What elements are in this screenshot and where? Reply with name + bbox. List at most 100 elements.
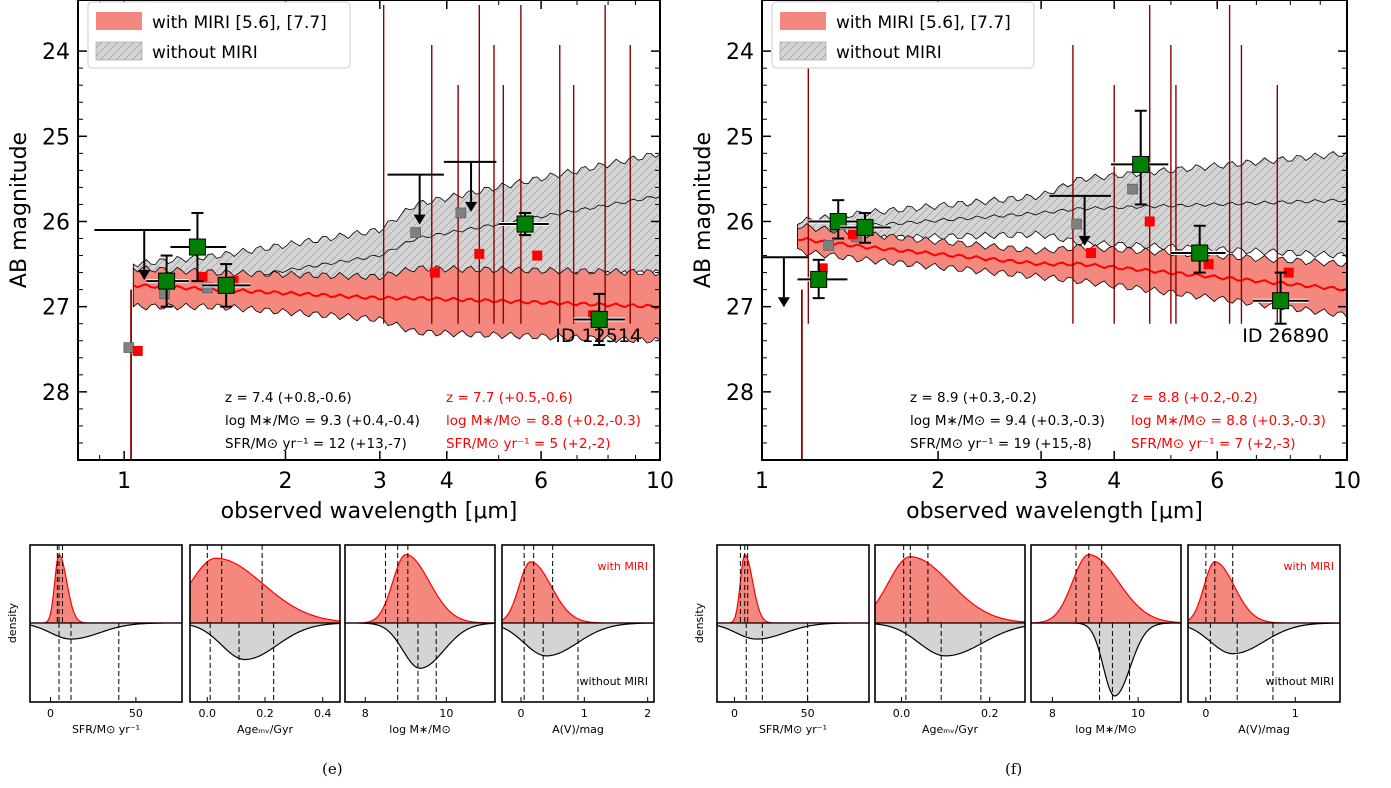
pdf-frame <box>874 544 1026 703</box>
pdf-xtick-label: 2 <box>644 707 651 720</box>
upper-limit-arrow <box>777 297 790 308</box>
observed-marker <box>810 270 828 288</box>
model-point-with-miri <box>817 263 828 274</box>
ytick-label: 27 <box>42 296 70 321</box>
upper-limit <box>443 160 497 212</box>
band-with-miri <box>132 265 660 344</box>
pdf-xtick-label: 0 <box>731 707 738 720</box>
sed-panel-f: 24 25 26 27 28 1 2 3 4 6 10 observed wavelength [μm… <box>691 0 1361 524</box>
upper-limit-arrow <box>138 270 151 280</box>
observed-point <box>146 254 189 308</box>
upper-limit-arrow <box>413 214 426 225</box>
pdf-without-miri <box>189 622 341 661</box>
y-axis-label: AB magnitude <box>691 132 716 288</box>
xtick-label: 2 <box>931 469 945 494</box>
observed-point <box>170 211 227 283</box>
pdf-with-miri <box>344 554 496 624</box>
pdf-x-axis-label: Ageₘᵥ/Gyr <box>922 723 978 736</box>
ytick-label: 28 <box>42 381 70 406</box>
pdf-with-miri <box>30 553 182 624</box>
pdf-panel: 0.0 0.2 0.4 Ageₘᵥ/Gyr <box>189 544 341 736</box>
observed-point <box>202 263 251 308</box>
pdf-frame <box>501 544 655 703</box>
legend-swatch-with <box>96 12 142 30</box>
pdf-x-axis-label: A(V)/mag <box>552 723 604 736</box>
pdf-x-axis-label: SFR/M⊙ yr⁻¹ <box>759 723 827 736</box>
pdf-x-axis-label: log M∗/M⊙ <box>1075 723 1136 736</box>
stat-without-miri: z = 8.9 (+0.3,-0.2) <box>910 390 1037 406</box>
legend-label-with: with MIRI [5.6], [7.7] <box>836 13 1011 33</box>
pdf-with-miri <box>189 557 341 624</box>
pdf-label-without-miri: without MIRI <box>1266 675 1334 688</box>
model-point-without-miri <box>202 282 213 294</box>
plot-area <box>762 5 1347 460</box>
pdf-with-miri <box>717 554 869 624</box>
pdf-frame <box>1187 544 1341 703</box>
legend-swatch-without <box>95 41 143 61</box>
pdf-xtick-label: 0 <box>518 707 525 720</box>
pdf-frame <box>716 544 870 703</box>
ytick-label: 25 <box>726 125 754 150</box>
object-id: ID 26890 <box>1242 325 1329 347</box>
model-point-with-miri <box>1085 248 1096 258</box>
observed-point <box>1111 109 1169 206</box>
ytick-label: 26 <box>42 210 70 235</box>
model-point-without-miri <box>455 207 467 219</box>
pdf-label-with-miri: with MIRI <box>598 560 648 573</box>
panel-label-f: (f) <box>1005 760 1023 778</box>
xtick-label: 3 <box>373 469 387 494</box>
pdf-panel: 0 1 2 A(V)/mag with MIRI without MIRI <box>501 544 655 736</box>
ytick-label: 27 <box>726 296 754 321</box>
pdf-x-axis-label: Ageₘᵥ/Gyr <box>237 723 293 736</box>
model-point-with-miri <box>847 229 858 240</box>
pdf-xtick-label: 0 <box>47 707 54 720</box>
pdf-y-axis-label: density <box>693 602 706 643</box>
observed-marker <box>1191 244 1209 262</box>
pdf-xtick-label: 50 <box>801 707 815 720</box>
legend-box <box>87 1 351 69</box>
pdf-without-miri <box>1031 622 1182 697</box>
pdf-xtick-label: 0 <box>1202 707 1209 720</box>
ytick-label: 24 <box>42 40 70 65</box>
pdf-x-axis-label: A(V)/mag <box>1238 723 1290 736</box>
pdf-without-miri <box>874 622 1026 657</box>
xtick-label: 10 <box>1333 469 1361 494</box>
pdf-xtick-label: 1 <box>1292 707 1299 720</box>
pdf-xtick-label: 1 <box>581 707 588 720</box>
pdf-frame <box>29 544 183 703</box>
observed-point <box>840 211 891 244</box>
stat-without-miri: SFR/M⊙ yr⁻¹ = 12 (+13,-7) <box>225 436 407 452</box>
observed-point <box>498 211 549 237</box>
stat-with-miri: SFR/M⊙ yr⁻¹ = 5 (+2,-2) <box>446 436 611 452</box>
model-point-without-miri <box>823 240 834 251</box>
observed-marker <box>217 276 235 294</box>
stat-with-miri: SFR/M⊙ yr⁻¹ = 7 (+2,-3) <box>1131 436 1296 452</box>
pdf-y-axis-label: density <box>6 602 19 643</box>
model-point-with-miri <box>1144 216 1155 227</box>
ytick-label: 25 <box>42 125 70 150</box>
legend-swatch-without <box>779 41 827 61</box>
pdf-panel: 0 50 SFR/M⊙ yr⁻¹ density <box>6 544 183 736</box>
upper-limit-arrow <box>465 201 478 212</box>
pdf-without-miri <box>344 622 496 669</box>
pdf-xtick-label: 0.4 <box>314 707 332 720</box>
stat-with-miri: log M∗/M⊙ = 8.8 (+0.2,-0.3) <box>446 413 641 429</box>
upper-limit <box>1049 194 1112 246</box>
stat-with-miri: z = 8.8 (+0.2,-0.2) <box>1131 390 1258 406</box>
legend: with MIRI [5.6], [7.7] without MIRI <box>771 1 1035 69</box>
pdf-panel: 8 10 log M∗/M⊙ <box>1030 544 1182 736</box>
sed-panel-e: 24 25 26 27 28 1 2 3 4 6 10 observed wavelength [μm… <box>7 0 674 524</box>
plot-area <box>94 5 660 460</box>
y-axis-label: AB magnitude <box>7 132 32 288</box>
model-point-with-miri <box>1203 259 1214 270</box>
model-point-without-miri <box>1071 218 1082 230</box>
legend-label-without: without MIRI <box>836 43 942 63</box>
ytick-label: 28 <box>726 381 754 406</box>
model-point-without-miri <box>159 288 170 300</box>
pdf-with-miri <box>1030 554 1182 624</box>
stat-without-miri: log M∗/M⊙ = 9.3 (+0.4,-0.4) <box>225 413 420 429</box>
upper-limit <box>94 229 191 280</box>
pdf-frame <box>344 544 496 703</box>
observed-marker <box>856 218 874 236</box>
